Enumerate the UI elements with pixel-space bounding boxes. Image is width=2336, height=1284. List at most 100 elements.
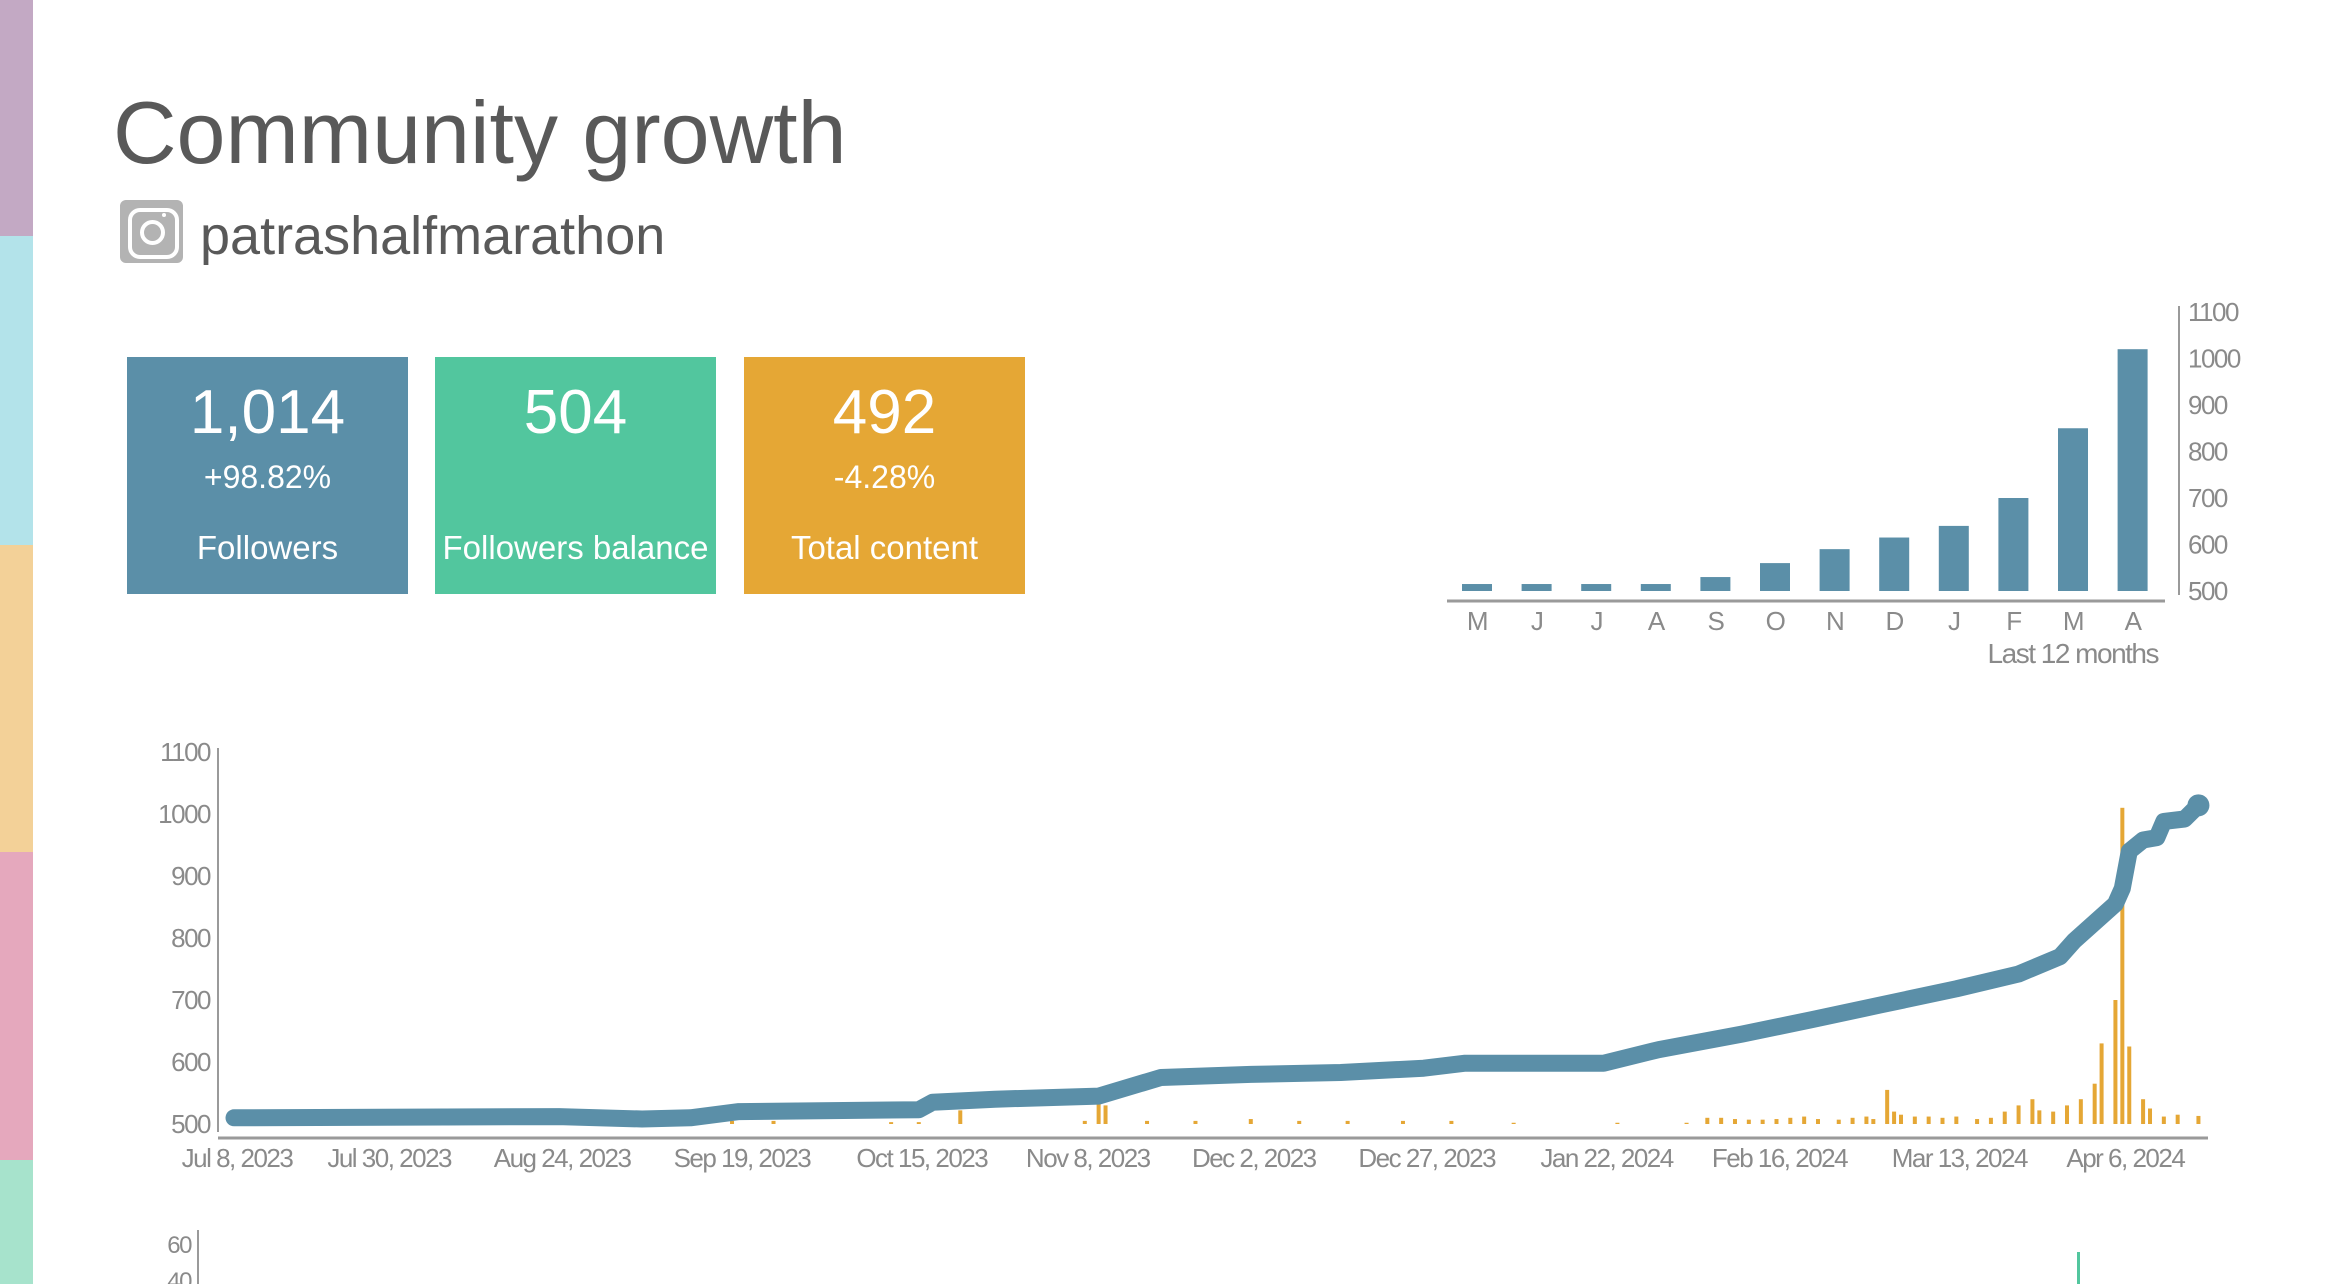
bar-chart-x-tick: M <box>2063 606 2083 636</box>
bar-chart-x-tick: F <box>2006 606 2021 636</box>
bar-chart-x-tick: J <box>1531 606 1543 636</box>
followers-change: +98.82% <box>203 459 332 495</box>
followers-card: 1,014 +98.82% Followers <box>127 357 408 594</box>
timeline-x-tick: Nov 8, 2023 <box>1026 1143 1151 1173</box>
content-bar <box>1988 1117 1993 1124</box>
content-bar <box>2141 1099 2146 1124</box>
content-bar <box>1926 1116 1931 1124</box>
content-bar <box>1297 1120 1302 1124</box>
total-content-value: 492 <box>832 378 937 447</box>
content-bar <box>2127 1046 2132 1124</box>
content-bar <box>1760 1119 1765 1124</box>
timeline-y-tick: 500 <box>171 1109 211 1139</box>
timeline-x-tick: Jul 30, 2023 <box>327 1143 452 1173</box>
content-bar <box>1082 1120 1087 1124</box>
timeline-y-tick: 800 <box>171 923 211 953</box>
bar-chart-y-tick: 800 <box>2188 437 2228 467</box>
timeline-x-tick: Jul 8, 2023 <box>182 1143 294 1173</box>
followers-line-end-point <box>2187 794 2210 817</box>
bar-chart-bar <box>1879 537 1910 591</box>
content-bar <box>1511 1122 1516 1124</box>
content-bar <box>2148 1108 2153 1124</box>
content-bar <box>1248 1119 1253 1124</box>
bar-chart-bar <box>1462 584 1492 591</box>
content-bar <box>1774 1119 1779 1124</box>
content-bar <box>1954 1116 1959 1124</box>
content-bar <box>1615 1122 1620 1124</box>
bar-chart-bar <box>2058 428 2088 591</box>
bar-chart-bar <box>2117 349 2148 591</box>
timeline-x-tick: Sep 19, 2023 <box>674 1143 812 1173</box>
content-bar <box>1096 1102 1101 1124</box>
total-content-change: -4.28% <box>833 459 936 495</box>
content-bar <box>1732 1119 1737 1124</box>
content-bar <box>2196 1115 2201 1124</box>
total-content-card: 492 -4.28% Total content <box>744 357 1025 594</box>
bar-chart-x-tick: J <box>1590 606 1602 636</box>
content-bar <box>1871 1119 1876 1124</box>
bar-chart-bar <box>1521 584 1552 591</box>
content-bar <box>1885 1089 1890 1124</box>
timeline-y-tick: 1000 <box>158 799 211 829</box>
bar-chart-x-label: Last 12 months <box>1988 638 2159 669</box>
content-bar <box>958 1110 963 1124</box>
timeline-y-tick: 1100 <box>160 737 211 767</box>
timeline-y-tick: 700 <box>171 985 211 1015</box>
sidebar-stripe <box>0 852 33 1160</box>
content-bar <box>889 1122 894 1124</box>
bar-chart-bar <box>1581 584 1612 591</box>
content-bar <box>2113 1000 2118 1124</box>
timeline-x-tick: Dec 27, 2023 <box>1358 1143 1496 1173</box>
bar-chart-x-tick: M <box>1467 606 1487 636</box>
bar-chart-x-tick: A <box>2125 606 2143 636</box>
timeline-x-tick: Jan 22, 2024 <box>1540 1143 1673 1173</box>
content-bar <box>1193 1120 1198 1124</box>
bar-chart-x-tick: S <box>1707 606 1724 636</box>
page-title: Community growth <box>113 83 847 182</box>
content-bar <box>1802 1116 1807 1124</box>
bar-chart-y-tick: 700 <box>2188 483 2228 513</box>
content-bar <box>1103 1105 1108 1124</box>
content-bar <box>2161 1116 2166 1124</box>
followers-label: Followers <box>196 529 339 566</box>
bottom-chart-y-tick: 40 <box>167 1268 192 1284</box>
content-bar <box>1864 1116 1869 1124</box>
content-bar <box>2002 1111 2007 1124</box>
content-bar <box>1892 1111 1897 1124</box>
content-bar <box>2092 1083 2097 1124</box>
content-bar <box>1400 1120 1405 1124</box>
followers-balance-card: 504 Followers balance <box>435 357 716 594</box>
bar-chart-y-tick: 1100 <box>2188 297 2239 327</box>
instagram-icon <box>120 200 183 263</box>
account-name: patrashalfmarathon <box>200 206 666 266</box>
content-bar <box>2065 1105 2070 1124</box>
content-bar <box>2037 1110 2042 1124</box>
bar-chart-bar <box>1819 549 1850 591</box>
bar-chart-y-tick: 600 <box>2188 530 2228 560</box>
bar-chart-bar <box>1640 584 1671 591</box>
timeline-x-tick: Mar 13, 2024 <box>1892 1143 2028 1173</box>
timeline-x-tick: Aug 24, 2023 <box>494 1143 632 1173</box>
content-bar <box>2175 1114 2180 1124</box>
bar-chart-x-tick: D <box>1886 606 1904 636</box>
sidebar-stripe <box>0 545 33 852</box>
content-bar <box>2051 1111 2056 1124</box>
bottom-chart-y-tick: 60 <box>167 1232 192 1259</box>
timeline-x-tick: Oct 15, 2023 <box>856 1143 988 1173</box>
bar-chart-x-tick: N <box>1826 606 1843 636</box>
content-bar <box>1705 1117 1710 1124</box>
bar-chart-bar <box>1700 577 1731 591</box>
content-bar <box>1836 1119 1841 1124</box>
bar-chart-y-tick: 1000 <box>2188 344 2241 374</box>
content-bar <box>2099 1043 2104 1124</box>
content-bar <box>2078 1099 2083 1124</box>
content-bar <box>1912 1116 1917 1124</box>
content-bar <box>2120 807 2125 1124</box>
content-bar <box>1975 1119 1980 1124</box>
bar-chart-x-tick: J <box>1948 606 1960 636</box>
total-content-label: Total content <box>790 529 979 566</box>
content-bar <box>1684 1122 1689 1124</box>
followers-line <box>225 796 2207 1128</box>
content-bar <box>1898 1114 1903 1124</box>
